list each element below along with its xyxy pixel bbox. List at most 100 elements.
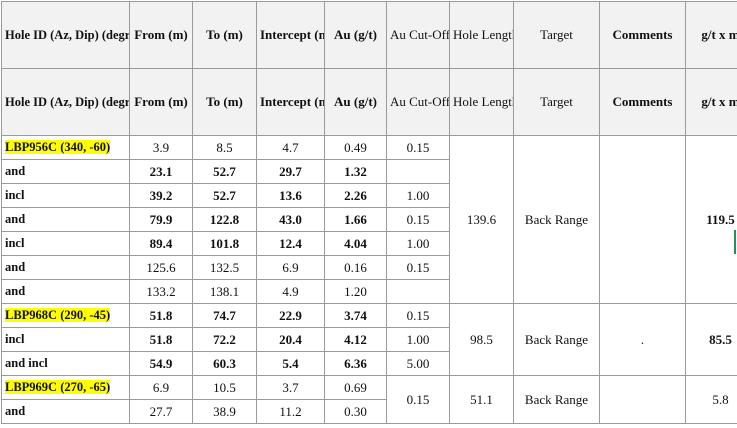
cutoff-cell: 0.15 [386,135,450,160]
comments-cell: . [599,303,686,376]
to-cell: 132.5 [192,255,257,280]
intercept-cell: 12.4 [256,231,325,256]
to-cell: 72.2 [192,327,257,352]
from-cell: 51.8 [129,327,193,352]
from-cell: 51.8 [129,303,193,328]
gtxm-cell: 119.5 [685,135,737,304]
au-cell: 0.30 [324,399,387,424]
cutoff-cell [386,159,450,184]
hole-length-cell: 98.5 [449,303,514,376]
header-cutoff: Au Cut-Off [386,68,450,136]
from-cell: 54.9 [129,351,193,376]
gtxm-cell: 5.8 [685,375,737,424]
to-cell: 74.7 [192,303,257,328]
hole-id-cell: LBP968C (290, -45) [1,303,130,328]
au-cell: 4.12 [324,327,387,352]
table-row: LBP969C (270, -65) 6.9 10.5 3.7 0.69 0.1… [1,375,737,424]
header-from: From (m) [129,1,193,69]
au-cell: 0.49 [324,135,387,160]
row-label: and [1,159,130,184]
hole-id-cell: LBP956C (340, -60) [1,135,130,160]
table-row: incl 39.2 52.7 13.6 2.26 1.00 [1,183,737,208]
row-label: incl [1,183,130,208]
header-au: Au (g/t) [324,68,387,136]
au-cell: 0.69 [324,375,387,400]
header-cutoff: Au Cut-Off [386,1,450,69]
au-cell: 1.32 [324,159,387,184]
table-row: LBP968C (290, -45) 51.8 74.7 22.9 3.74 0… [1,303,737,376]
intercept-cell: 4.7 [256,135,325,160]
cutoff-cell: 0.15 [386,303,450,328]
table-row: LBP956C (340, -60) 3.9 8.5 4.7 0.49 0.15… [1,135,737,304]
from-cell: 27.7 [129,399,193,424]
intercept-cell: 11.2 [256,399,325,424]
hole-id-cell: LBP969C (270, -65) [1,375,130,400]
row-label: and [1,207,130,232]
table-header-row-repeat: Hole ID (Az, Dip) (degrees) From (m) To … [1,68,737,136]
hole-id-highlight: LBP956C (340, -60) [5,140,111,154]
row-label: and [1,279,130,304]
intercept-cell: 13.6 [256,183,325,208]
to-cell: 60.3 [192,351,257,376]
row-label: and [1,255,130,280]
row-label: and [1,399,130,424]
table-row: and 23.1 52.7 29.7 1.32 [1,159,737,184]
header-hole-length: Hole Length (m) [449,68,514,136]
comments-cell [599,375,686,424]
from-cell: 39.2 [129,183,193,208]
header-to: To (m) [192,68,257,136]
from-cell: 89.4 [129,231,193,256]
au-cell: 4.04 [324,231,387,256]
header-target: Target [513,68,600,136]
target-cell: Back Range [513,303,600,376]
target-cell: Back Range [513,135,600,304]
header-hole-id: Hole ID (Az, Dip) (degrees) [1,68,130,136]
row-label: incl [1,231,130,256]
table-row: and 79.9 122.8 43.0 1.66 0.15 [1,207,737,232]
from-cell: 6.9 [129,375,193,400]
cutoff-cell [386,279,450,304]
au-cell: 6.36 [324,351,387,376]
cutoff-cell: 1.00 [386,231,450,256]
au-cell: 0.16 [324,255,387,280]
to-cell: 52.7 [192,159,257,184]
header-hole-length: Hole Length (m) [449,1,514,69]
cutoff-cell: 0.15 [386,255,450,280]
header-to: To (m) [192,1,257,69]
intercept-cell: 22.9 [256,303,325,328]
row-label: incl [1,327,130,352]
au-cell: 1.66 [324,207,387,232]
header-intercept: Intercept (m) [256,68,325,136]
comments-cell [599,135,686,304]
target-cell: Back Range [513,375,600,424]
header-gtxm: g/t x m [685,68,737,136]
header-au: Au (g/t) [324,1,387,69]
to-cell: 38.9 [192,399,257,424]
header-intercept: Intercept (m) [256,1,325,69]
header-from: From (m) [129,68,193,136]
from-cell: 23.1 [129,159,193,184]
intercept-cell: 4.9 [256,279,325,304]
to-cell: 10.5 [192,375,257,400]
intercept-cell: 20.4 [256,327,325,352]
from-cell: 79.9 [129,207,193,232]
intercept-cell: 43.0 [256,207,325,232]
hole-length-cell: 51.1 [449,375,514,424]
header-target: Target [513,1,600,69]
table-header-row: Hole ID (Az, Dip) (degrees) From (m) To … [1,1,737,69]
to-cell: 8.5 [192,135,257,160]
table-row: and 125.6 132.5 6.9 0.16 0.15 [1,255,737,280]
intercept-cell: 3.7 [256,375,325,400]
cutoff-cell: 1.00 [386,183,450,208]
header-gtxm: g/t x m [685,1,737,69]
au-cell: 3.74 [324,303,387,328]
hole-length-cell: 139.6 [449,135,514,304]
cutoff-cell: 1.00 [386,327,450,352]
intercept-cell: 6.9 [256,255,325,280]
intercept-cell: 5.4 [256,351,325,376]
from-cell: 3.9 [129,135,193,160]
gtxm-cell: 85.5 [685,303,737,376]
to-cell: 101.8 [192,231,257,256]
intercept-cell: 29.7 [256,159,325,184]
